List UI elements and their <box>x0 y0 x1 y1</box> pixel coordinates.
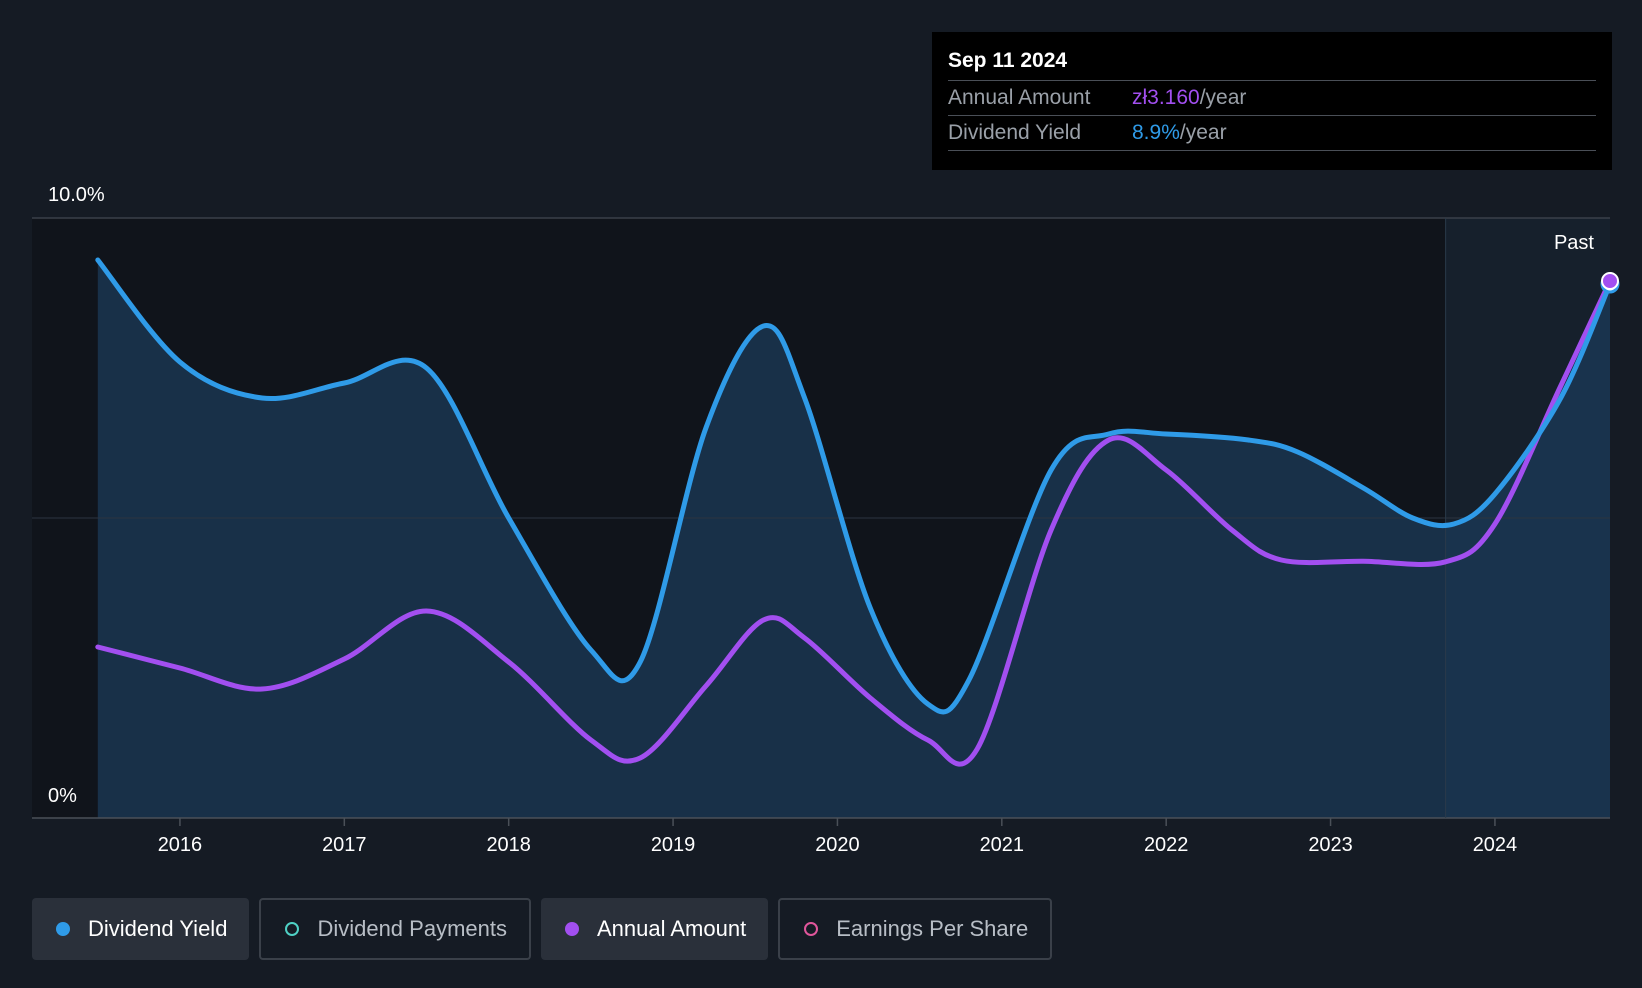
annual-amount-end-marker[interactable] <box>1601 272 1619 290</box>
tooltip-label: Annual Amount <box>948 86 1091 109</box>
tooltip-value: 8.9% <box>1132 121 1180 144</box>
legend-label: Earnings Per Share <box>836 916 1029 941</box>
tooltip-value: zł3.160 <box>1132 86 1200 109</box>
tooltip-label: Dividend Yield <box>948 121 1082 144</box>
x-ticks: 2016 2017 2018 2019 2020 2021 2022 2023 2024 <box>158 818 1518 856</box>
x-tick-label: 2019 <box>651 834 696 856</box>
tooltip-date: Sep 11 2024 <box>948 49 1068 72</box>
dividend-yield-line <box>95 257 1613 715</box>
dividend-yield-area <box>97 260 1610 818</box>
legend-label: Annual Amount <box>596 916 747 941</box>
tooltip-row-dividend-yield: Dividend Yield 8.9% /year <box>948 115 1596 151</box>
legend-annual-amount[interactable]: Annual Amount <box>540 898 769 960</box>
x-tick-label: 2023 <box>1308 834 1353 856</box>
legend: Dividend Yield Dividend Payments Annual … <box>32 898 1062 960</box>
y-tick-label-bottom: 0% <box>48 785 77 807</box>
x-tick-label: 2017 <box>322 834 367 856</box>
past-label: Past <box>1554 232 1594 254</box>
legend-dot-icon <box>564 922 579 936</box>
annual-amount-line <box>95 278 1613 767</box>
legend-dividend-yield[interactable]: Dividend Yield <box>32 898 250 960</box>
tooltip: Sep 11 2024 Annual Amount zł3.160 /year … <box>932 32 1612 170</box>
x-tick-label: 2022 <box>1144 834 1189 856</box>
tooltip-row-annual-amount: Annual Amount zł3.160 /year <box>948 80 1596 115</box>
legend-dividend-payments[interactable]: Dividend Payments <box>259 898 531 960</box>
x-tick-label: 2024 <box>1473 834 1518 856</box>
legend-ring-icon <box>804 922 819 936</box>
y-tick-label-top: 10.0% <box>48 184 105 206</box>
legend-label: Dividend Payments <box>317 916 507 941</box>
x-tick-label: 2020 <box>815 834 860 856</box>
legend-ring-icon <box>285 922 300 936</box>
legend-dot-icon <box>56 922 70 936</box>
x-tick-label: 2018 <box>486 834 531 856</box>
legend-label: Dividend Yield <box>88 916 228 941</box>
tooltip-unit: /year <box>1179 121 1227 144</box>
tooltip-unit: /year <box>1199 86 1247 109</box>
x-tick-label: 2016 <box>158 834 203 856</box>
legend-earnings-per-share[interactable]: Earnings Per Share <box>778 898 1053 960</box>
x-tick-label: 2021 <box>980 834 1025 856</box>
